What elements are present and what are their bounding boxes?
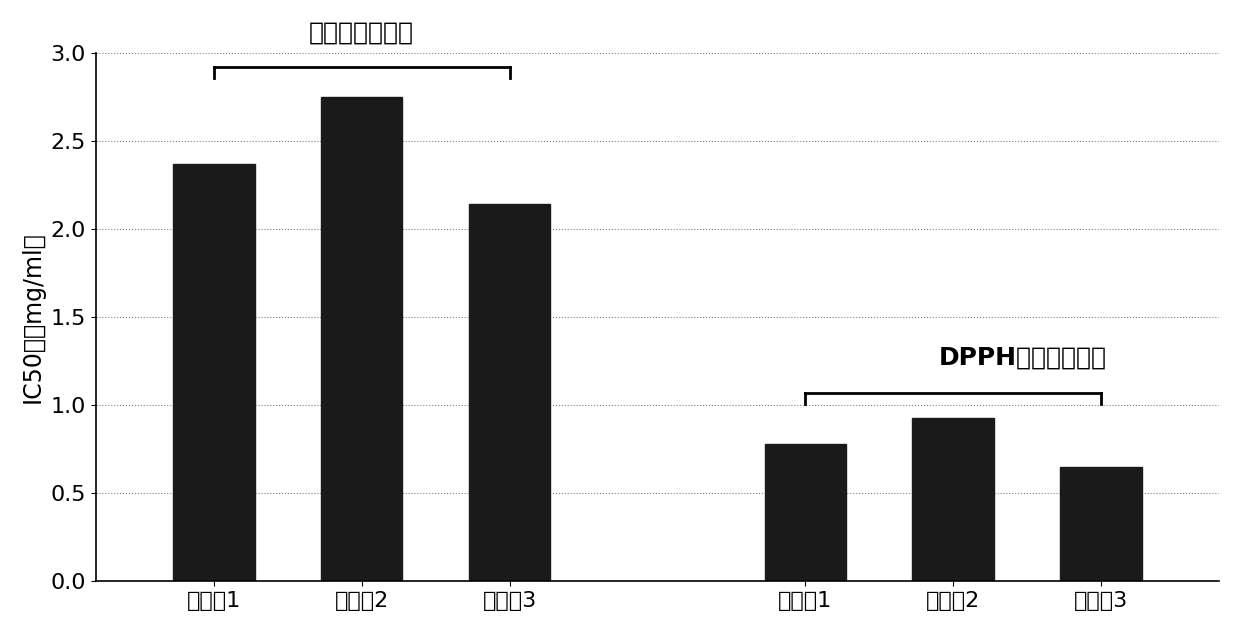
Text: 羟自由基清除率: 羟自由基清除率 — [309, 20, 414, 44]
Y-axis label: IC50值（mg/ml）: IC50值（mg/ml） — [21, 231, 45, 403]
Bar — [1060, 467, 1142, 581]
Text: DPPH自由基清除率: DPPH自由基清除率 — [939, 346, 1106, 370]
Bar — [174, 164, 254, 581]
Bar — [913, 418, 993, 581]
Bar — [321, 97, 402, 581]
Bar — [765, 444, 846, 581]
Bar — [469, 204, 551, 581]
